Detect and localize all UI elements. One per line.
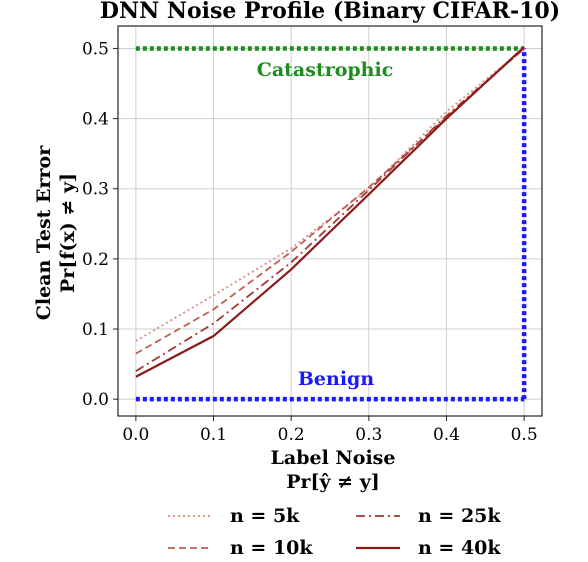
- x-tick-label: 0.1: [200, 425, 227, 445]
- series-lines: [135, 46, 525, 378]
- legend-label: n = 25k: [418, 505, 501, 527]
- legend: n = 5k n = 10k n = 25k n = 40k: [168, 505, 501, 559]
- legend-label: n = 40k: [418, 537, 501, 559]
- y-axis-label: Clean Test Error: [33, 145, 55, 320]
- plot-frame: [117, 25, 543, 417]
- y-tick-label: 0.0: [82, 390, 109, 410]
- series-line-4: [135, 46, 525, 378]
- x-tick-label: 0.0: [122, 425, 149, 445]
- y-tick-label: 0.4: [82, 110, 109, 130]
- series-line-1: [135, 47, 525, 342]
- x-ticks: 0.0 0.1 0.2 0.3 0.4 0.5: [122, 416, 538, 445]
- y-tick-label: 0.5: [82, 39, 109, 59]
- chart-title: DNN Noise Profile (Binary CIFAR-10): [100, 0, 560, 24]
- x-axis-sublabel: Pr[ŷ ≠ y]: [286, 471, 380, 493]
- series-line-3: [135, 47, 525, 372]
- legend-label: n = 5k: [230, 505, 300, 527]
- series-line-2: [135, 47, 525, 355]
- legend-label: n = 10k: [230, 537, 313, 559]
- y-tick-label: 0.2: [82, 250, 109, 270]
- catastrophic-label: Catastrophic: [257, 59, 394, 81]
- y-axis-sublabel: Pr[f(x) ≠ y]: [57, 173, 79, 293]
- y-ticks: 0.0 0.1 0.2 0.3 0.4 0.5: [82, 39, 118, 410]
- y-tick-label: 0.3: [82, 180, 109, 200]
- x-tick-label: 0.4: [433, 425, 460, 445]
- x-axis-label: Label Noise: [271, 447, 396, 469]
- x-tick-label: 0.3: [355, 425, 382, 445]
- benign-label: Benign: [298, 368, 374, 390]
- y-tick-label: 0.1: [82, 320, 109, 340]
- x-tick-label: 0.2: [278, 425, 305, 445]
- x-tick-label: 0.5: [511, 425, 538, 445]
- reference-lines: [135, 46, 527, 402]
